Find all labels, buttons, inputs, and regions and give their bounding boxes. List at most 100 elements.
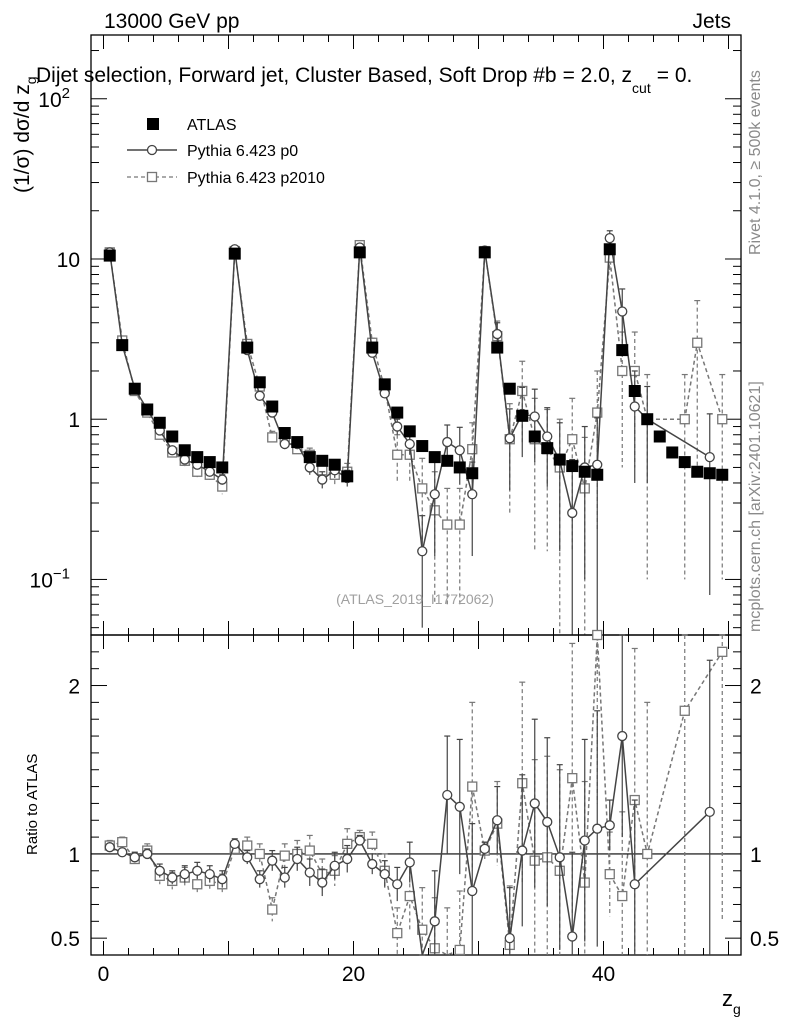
ratio-p0-point [579,835,590,846]
atlas-point [666,446,679,459]
atlas-point [116,339,129,352]
p0-point [304,462,315,473]
ratio-p2010-point [267,904,278,915]
ratio-p0-point [167,872,178,883]
ratio-p0-point [354,835,365,846]
side-text-top: Rivet 4.1.0, ≥ 500k events [747,70,764,255]
ratio-p2010-point [604,869,615,880]
ratio-p0-point [379,869,390,880]
p0-point [504,433,515,444]
atlas-point [603,243,616,256]
ratio-p2010-point [242,840,253,851]
plot-title: Dijet selection, Forward jet, Cluster Ba… [36,64,692,96]
ratio-y-tick-label-right: 0.5 [750,928,779,951]
atlas-point [366,341,379,354]
p0-point [217,474,228,485]
ratio-p2010-line [109,634,723,956]
atlas-point [191,451,204,464]
atlas-point [403,425,416,438]
plot-title-suffix: = 2.0, z [563,64,632,87]
ratio-p0-point [317,877,328,888]
atlas-point [703,467,716,480]
p0-point [592,459,603,470]
p0-point [179,454,190,465]
atlas-point [266,400,279,413]
p0-point [454,445,465,456]
p0-point [442,436,453,448]
ratio-p0-point [154,865,165,876]
atlas-point [416,440,429,453]
atlas-point [378,378,391,391]
p2010-point [717,414,728,425]
atlas-point [128,382,141,395]
atlas-point [453,461,466,474]
ratio-y-tick-label: 2 [68,676,80,699]
ratio-p0-point [504,933,515,944]
ratio-p0-point [442,789,453,801]
atlas-point [528,430,541,443]
atlas-point [628,384,641,397]
plot-title-end: = 0. [657,64,693,87]
p2010-point [454,519,465,530]
atlas-point [653,430,666,443]
ratio-p0-point [342,853,353,865]
ratio-p2010-point [417,924,428,935]
p0-point [429,489,440,500]
y-tick-label: 1 [68,409,80,432]
legend-marker-atlas [147,118,159,130]
legend-label-p2010: Pythia 6.423 p2010 [187,170,325,187]
p0-point [542,431,553,442]
y-tick-label: 10 [57,249,80,272]
watermark: (ATLAS_2019_I1772062) [336,591,494,607]
y-tick-label: 102 [38,85,70,112]
y-axis-label: (1/σ) dσ/d zg [11,76,39,193]
atlas-point [516,409,529,422]
legend-label-atlas: ATLAS [187,117,237,134]
atlas-point [641,413,654,426]
p0-point [704,451,715,463]
ratio-p2010-point [279,850,290,861]
ratio-p2010-point [117,837,128,848]
ratio-p0-point [142,848,153,860]
p0-point [492,328,503,340]
atlas-point [203,456,216,469]
ratio-y-tick-label-right: 2 [750,676,762,699]
ratio-p0-point [704,806,715,817]
atlas-point [328,458,341,471]
ratio-frame [90,634,742,956]
ratio-p0-point [479,843,490,855]
atlas-point [503,382,516,395]
atlas-point [141,403,154,416]
ratio-p0-point [242,852,253,863]
ratio-p0-point [517,845,528,856]
p0-point [529,411,540,422]
p0-point [604,232,615,244]
p0-point [567,507,578,519]
p0-point [392,421,403,432]
atlas-point [616,344,629,357]
ratio-p0-point [267,855,278,866]
ratio-p0-point [404,857,415,868]
p0-point [254,390,265,401]
ratio-p2010-point [192,879,203,890]
x-tick-label: 20 [342,963,365,986]
ratio-p0-point [304,867,315,878]
main-panel: 102 10 1 10−1 [30,34,742,636]
atlas-point [428,451,441,464]
ratio-p2010-point [392,927,403,939]
x-axis-label-sub: g [733,1001,741,1017]
atlas-point [303,451,316,464]
atlas-point [228,247,241,260]
atlas-point [278,427,291,440]
atlas-point [166,430,179,443]
atlas-point [591,468,604,481]
p0-point [629,401,640,412]
ratio-p2010-point [454,944,465,956]
header-right: Jets [692,10,731,33]
x-axis-label-main: z [722,986,733,1011]
atlas-point [441,454,454,467]
ratio-p2010-point [254,848,265,860]
atlas-point [216,461,229,474]
y-axis-label-main: (1/σ) dσ/d z [11,84,34,193]
